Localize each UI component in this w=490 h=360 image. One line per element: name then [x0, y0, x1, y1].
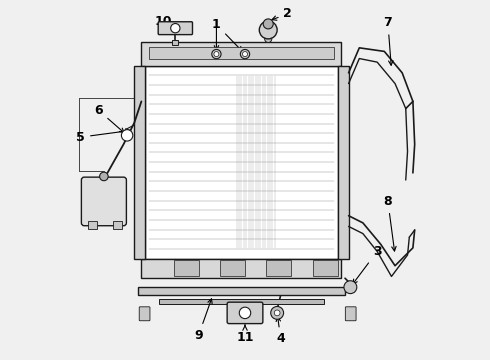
- Bar: [220, 260, 245, 276]
- Text: 9: 9: [194, 299, 212, 342]
- FancyBboxPatch shape: [227, 302, 263, 324]
- Bar: [338, 66, 348, 258]
- Bar: [313, 260, 338, 276]
- Circle shape: [99, 172, 108, 181]
- Circle shape: [241, 49, 249, 59]
- FancyBboxPatch shape: [139, 307, 150, 321]
- Circle shape: [239, 307, 251, 319]
- FancyBboxPatch shape: [345, 307, 356, 321]
- Text: 11: 11: [236, 325, 254, 344]
- Circle shape: [212, 49, 221, 59]
- Bar: [173, 260, 198, 276]
- Text: 4: 4: [276, 317, 285, 346]
- Text: 1: 1: [212, 18, 242, 51]
- Text: 8: 8: [384, 195, 396, 251]
- FancyBboxPatch shape: [158, 22, 193, 35]
- Circle shape: [274, 310, 280, 316]
- Circle shape: [214, 51, 219, 57]
- Text: 5: 5: [76, 129, 130, 144]
- Circle shape: [263, 19, 273, 29]
- Circle shape: [344, 281, 357, 294]
- Bar: [148, 47, 334, 59]
- Bar: [88, 221, 97, 229]
- Text: 3: 3: [353, 245, 382, 284]
- Text: 2: 2: [272, 8, 292, 21]
- Text: 10: 10: [154, 14, 174, 28]
- FancyBboxPatch shape: [81, 177, 126, 226]
- Bar: [159, 298, 323, 303]
- Circle shape: [270, 306, 284, 319]
- Bar: [172, 40, 178, 45]
- Bar: [134, 66, 145, 258]
- Circle shape: [122, 130, 133, 141]
- Text: 7: 7: [384, 16, 393, 65]
- Bar: [145, 66, 338, 258]
- Text: 6: 6: [94, 104, 124, 133]
- Circle shape: [259, 21, 277, 39]
- Circle shape: [265, 35, 272, 42]
- Circle shape: [171, 23, 180, 33]
- Bar: [142, 42, 342, 66]
- Bar: [138, 287, 345, 295]
- Bar: [267, 260, 292, 276]
- Circle shape: [243, 51, 247, 57]
- Bar: [142, 258, 342, 278]
- Bar: [113, 221, 122, 229]
